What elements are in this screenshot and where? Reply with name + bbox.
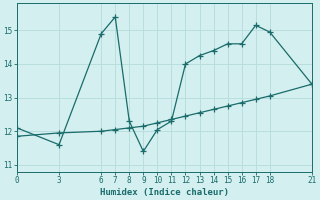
- X-axis label: Humidex (Indice chaleur): Humidex (Indice chaleur): [100, 188, 229, 197]
